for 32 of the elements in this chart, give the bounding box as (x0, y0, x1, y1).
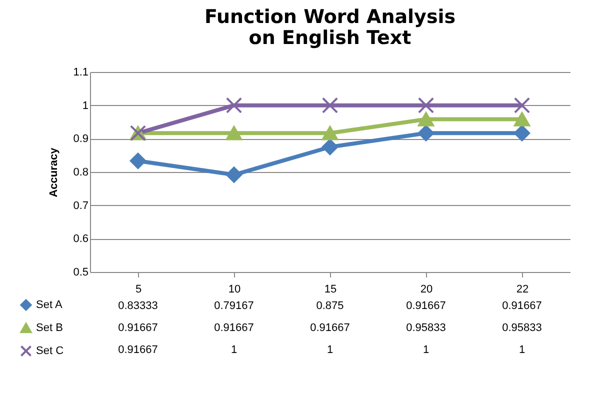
data-label: 0.95833 (502, 322, 542, 334)
y-tick-label: 0.6 (73, 233, 88, 246)
data-label: 1 (230, 344, 238, 356)
y-tick-label: 0.7 (73, 200, 88, 212)
data-label: 0.91667 (502, 300, 542, 312)
data-label: 0.875 (316, 300, 344, 312)
y-tick-label: 0.9 (73, 133, 88, 146)
x-tick-label: 5 (135, 284, 142, 296)
data-label: 0.83333 (118, 300, 158, 312)
y-tick-label: 1.1 (73, 66, 88, 78)
y-tick-label: 1 (82, 100, 88, 112)
x-tick-label: 22 (516, 284, 529, 296)
y-axis-title: Accuracy (48, 146, 60, 198)
legend-label: Set C (36, 345, 64, 357)
data-label: 0.91667 (406, 300, 446, 312)
chart-title: Function Word Analysis on English Text (204, 6, 456, 49)
data-label: 0.91667 (310, 322, 350, 334)
data-label: 0.91667 (118, 322, 158, 334)
legend-label: Set B (36, 322, 63, 334)
legend-label: Set A (36, 299, 63, 311)
data-label: 1 (326, 344, 334, 356)
x-tick-label: 20 (420, 284, 433, 296)
x-tick-label: 15 (324, 284, 337, 296)
y-tick-label: 0.5 (73, 266, 88, 278)
data-label: 0.95833 (406, 322, 446, 334)
data-label: 0.91667 (118, 344, 158, 356)
y-tick-label: 0.8 (73, 166, 88, 178)
data-label: 0.91667 (214, 322, 254, 334)
data-label: 1 (422, 344, 430, 356)
x-tick-label: 10 (228, 284, 241, 296)
data-label: 1 (518, 344, 526, 356)
data-label: 0.79167 (214, 300, 254, 312)
